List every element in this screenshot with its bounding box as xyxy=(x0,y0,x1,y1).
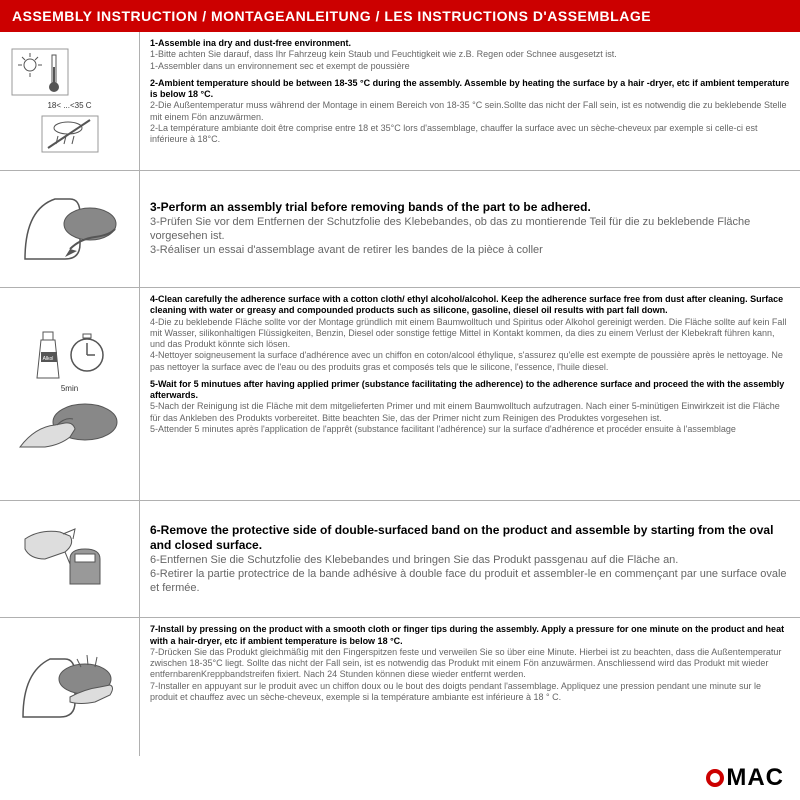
step2-de: 2-Die Außentemperatur muss während der M… xyxy=(150,100,790,123)
step6-fr: 6-Retirer la partie protectrice de la ba… xyxy=(150,568,790,596)
row-4: 6-Remove the protective side of double-s… xyxy=(0,501,800,618)
row-5-icons xyxy=(0,618,140,756)
row-1-text: 1-Assemble ina dry and dust-free environ… xyxy=(140,32,800,170)
temp-range-label: 18< ...<35 C xyxy=(47,101,91,110)
header-title: ASSEMBLY INSTRUCTION / MONTAGEANLEITUNG … xyxy=(0,0,800,32)
step3-de: 3-Prüfen Sie vor dem Entfernen der Schut… xyxy=(150,216,790,244)
step6-en: 6-Remove the protective side of double-s… xyxy=(150,523,790,554)
row-3-text: 4-Clean carefully the adherence surface … xyxy=(140,288,800,500)
row-5: 7-Install by pressing on the product wit… xyxy=(0,618,800,756)
row-2-icons xyxy=(0,171,140,287)
timer-label: 5min xyxy=(61,384,78,393)
alcohol-bottle-icon: Alkol xyxy=(33,330,63,380)
step7-de: 7-Drücken Sie das Produkt gleichmäßig mi… xyxy=(150,647,790,681)
row-5-text: 7-Install by pressing on the product wit… xyxy=(140,618,800,756)
mirror-trial-icon xyxy=(15,189,125,269)
step5-fr: 5-Attender 5 minutes après l'application… xyxy=(150,424,790,435)
row-1: 18< ...<35 C 1-Assemble ina dry and dust… xyxy=(0,32,800,171)
peel-tape-icon xyxy=(15,524,125,594)
step2-fr: 2-La température ambiante doit être comp… xyxy=(150,123,790,146)
step1-en: 1-Assemble ina dry and dust-free environ… xyxy=(150,38,790,49)
step4-de: 4-Die zu beklebende Fläche sollte vor de… xyxy=(150,317,790,351)
step7-en: 7-Install by pressing on the product wit… xyxy=(150,624,790,647)
row-4-text: 6-Remove the protective side of double-s… xyxy=(140,501,800,617)
step7-fr: 7-Installer en appuyant sur le produit a… xyxy=(150,681,790,704)
logo-text: MAC xyxy=(726,764,784,792)
row-2-text: 3-Perform an assembly trial before remov… xyxy=(140,171,800,287)
step4-en: 4-Clean carefully the adherence surface … xyxy=(150,294,790,317)
step3-fr: 3-Réaliser un essai d'assemblage avant d… xyxy=(150,244,790,258)
cleaning-hand-icon xyxy=(15,397,125,457)
step1-de: 1-Bitte achten Sie darauf, dass Ihr Fahr… xyxy=(150,49,790,60)
footer: MAC xyxy=(0,756,800,800)
timer-icon xyxy=(67,330,107,380)
row-4-icons xyxy=(0,501,140,617)
svg-text:Alkol: Alkol xyxy=(42,356,53,362)
step3-en: 3-Perform an assembly trial before remov… xyxy=(150,200,790,216)
row-2: 3-Perform an assembly trial before remov… xyxy=(0,171,800,288)
logo-o-icon xyxy=(706,769,724,787)
step5-de: 5-Nach der Reinigung ist die Fläche mit … xyxy=(150,401,790,424)
step2-en: 2-Ambient temperature should be between … xyxy=(150,78,790,101)
step1-fr: 1-Assembler dans un environnement sec et… xyxy=(150,61,790,72)
step4-fr: 4-Nettoyer soigneusement la surface d'ad… xyxy=(150,350,790,373)
step6-de: 6-Entfernen Sie die Schutzfolie des Kleb… xyxy=(150,554,790,568)
instruction-rows: 18< ...<35 C 1-Assemble ina dry and dust… xyxy=(0,32,800,756)
row-3-icons: Alkol 5min xyxy=(0,288,140,500)
press-install-icon xyxy=(15,647,125,727)
step5-en: 5-Wait for 5 minutues after having appli… xyxy=(150,379,790,402)
instruction-sheet: ASSEMBLY INSTRUCTION / MONTAGEANLEITUNG … xyxy=(0,0,800,800)
row-1-icons: 18< ...<35 C xyxy=(0,32,140,170)
no-rain-icon xyxy=(40,114,100,154)
brand-logo: MAC xyxy=(706,764,784,792)
row-3: Alkol 5min 4-Clean carefu xyxy=(0,288,800,501)
sun-thermometer-icon xyxy=(10,47,130,97)
